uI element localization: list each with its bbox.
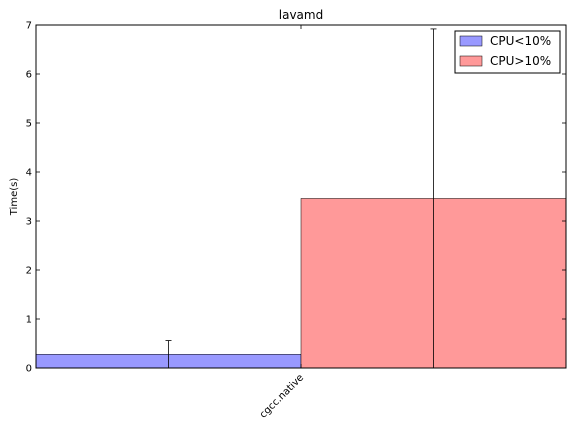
y-tick-label: 1 <box>26 315 32 326</box>
y-tick-label: 3 <box>26 217 32 228</box>
y-tick-label: 0 <box>26 364 32 375</box>
x-tick-label: cgcc.native <box>258 372 306 420</box>
legend-swatch-cpu-high <box>459 55 483 67</box>
y-tick-label: 5 <box>26 119 32 130</box>
y-tick-label: 7 <box>26 21 32 32</box>
y-tick-label: 2 <box>26 266 32 277</box>
legend-label-cpu-low: CPU<10% <box>490 34 551 48</box>
y-tick-label: 6 <box>26 70 32 81</box>
legend: CPU<10% CPU>10% <box>454 30 561 74</box>
legend-swatch-cpu-low <box>459 35 483 47</box>
chart-title: lavamd <box>279 8 323 22</box>
y-axis-label: Time(s) <box>9 178 20 217</box>
y-tick-label: 4 <box>26 168 32 179</box>
legend-label-cpu-high: CPU>10% <box>490 54 551 68</box>
